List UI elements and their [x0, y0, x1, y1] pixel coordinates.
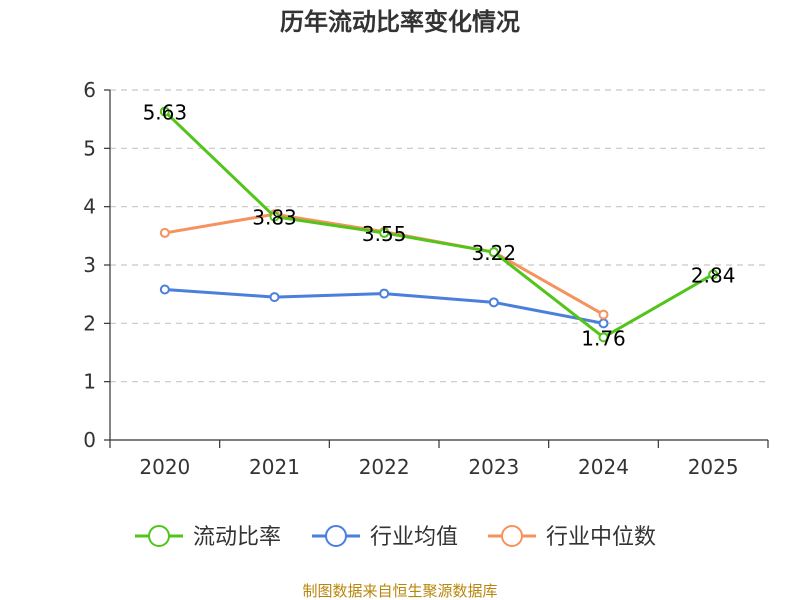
legend-item-0[interactable]: 流动比率: [135, 525, 281, 550]
x-tick-label-2023: 2023: [468, 455, 519, 479]
series-point-0-2020[interactable]: [159, 106, 170, 117]
legend-label-1: 行业均值: [370, 525, 458, 550]
legend-item-2[interactable]: 行业中位数: [488, 525, 656, 550]
series-point-1-2023[interactable]: [488, 297, 499, 308]
legend-marker-2: [501, 525, 523, 547]
data-label-2024: 1.76: [581, 326, 626, 350]
data-label-2022: 3.55: [362, 222, 407, 246]
x-tick-label-2024: 2024: [578, 455, 629, 479]
axes: 0 1 2 3 4 5 6 2020 2021 2022 2023 2024 2025: [83, 78, 769, 479]
y-tick-label-0: 0: [83, 428, 96, 452]
series-point-1-2022[interactable]: [379, 288, 390, 299]
series-0: [159, 106, 719, 343]
y-tick-label-2: 2: [83, 311, 96, 335]
legend[interactable]: 流动比率 行业均值 行业中位数: [135, 525, 656, 550]
series-point-0-2023[interactable]: [488, 247, 499, 258]
data-label-2025: 2.84: [691, 263, 736, 287]
series-point-2-2024[interactable]: [598, 309, 609, 320]
x-tick-label-2025: 2025: [688, 455, 739, 479]
series-point-2-2020[interactable]: [159, 227, 170, 238]
x-tick-label-2020: 2020: [139, 455, 190, 479]
x-tick-label-2022: 2022: [359, 455, 410, 479]
series-line-0: [163, 110, 714, 339]
source-note: 制图数据来自恒生聚源数据库: [302, 582, 497, 600]
chart-title: 历年流动比率变化情况: [280, 8, 520, 36]
data-labels: 5.63 3.83 3.55 3.22 1.76 2.84: [143, 101, 736, 351]
legend-marker-0: [148, 525, 170, 547]
series-point-1-2020[interactable]: [159, 284, 170, 295]
legend-label-2: 行业中位数: [546, 525, 656, 550]
series-group: [159, 106, 719, 343]
x-tick-label-2021: 2021: [249, 455, 300, 479]
series-point-0-2021[interactable]: [269, 211, 280, 222]
grid-lines: [110, 89, 768, 383]
series-point-0-2022[interactable]: [379, 227, 390, 238]
series-1: [159, 284, 609, 329]
y-tick-label-1: 1: [83, 370, 96, 394]
data-label-2023: 3.22: [472, 241, 517, 265]
legend-label-0: 流动比率: [193, 525, 281, 550]
data-label-2021: 3.83: [252, 206, 297, 230]
series-point-1-2021[interactable]: [269, 292, 280, 303]
series-point-0-2024[interactable]: [598, 332, 609, 343]
y-tick-label-6: 6: [83, 78, 96, 102]
y-tick-label-4: 4: [83, 195, 96, 219]
y-tick-label-5: 5: [83, 136, 96, 160]
series-point-0-2025[interactable]: [708, 269, 719, 280]
legend-item-1[interactable]: 行业均值: [312, 525, 458, 550]
y-tick-label-3: 3: [83, 253, 96, 277]
legend-marker-1: [325, 525, 347, 547]
data-label-2020: 5.63: [143, 101, 188, 125]
